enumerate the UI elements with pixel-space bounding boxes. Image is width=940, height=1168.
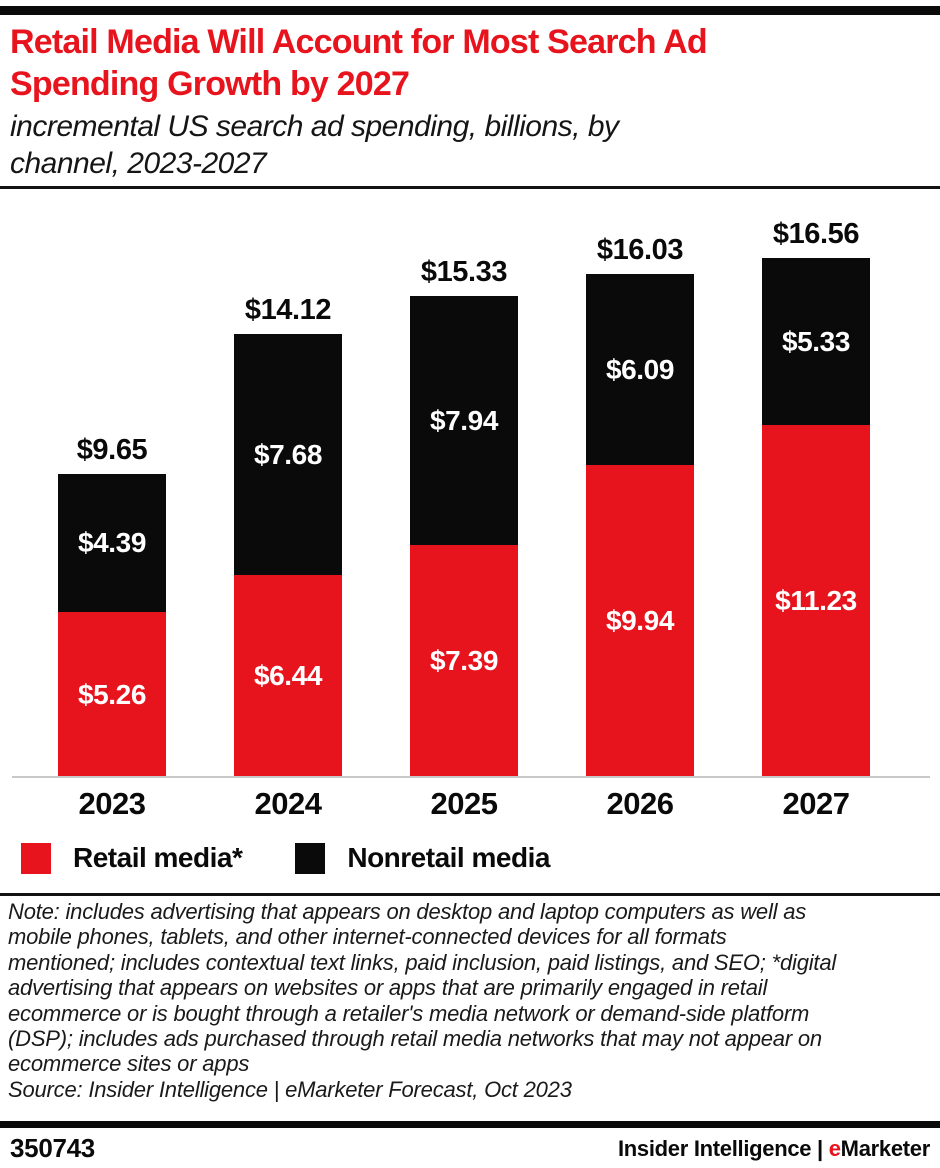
chart-subtitle-line2: channel, 2023-2027 — [10, 147, 267, 180]
legend-item-nonretail: Nonretail media — [295, 842, 550, 874]
bar-segment-nonretail-2023: $4.39 — [58, 474, 166, 612]
segment-value-nonretail-2025: $7.94 — [429, 404, 499, 436]
brand-emarketer-rest: Marketer — [840, 1136, 931, 1161]
legend-swatch-nonretail-media — [295, 842, 326, 874]
note-line: mobile phones, tablets, and other intern… — [8, 924, 727, 950]
year-label-2024: 2024 — [254, 786, 322, 821]
bar-segment-retail-2024: $6.44 — [234, 575, 342, 777]
bar-segment-retail-2023: $5.26 — [58, 612, 166, 777]
header-divider — [0, 186, 940, 189]
segment-value-retail-2025: $7.39 — [429, 645, 499, 676]
total-label-2023: $9.65 — [76, 434, 148, 466]
segment-value-nonretail-2027: $5.33 — [781, 325, 851, 357]
note-line: (DSP); includes ads purchased through re… — [8, 1026, 822, 1052]
legend-swatch-retail-media — [21, 842, 51, 874]
legend-label-retail-media: Retail media* — [73, 842, 243, 873]
bar-segment-nonretail-2025: $7.94 — [410, 296, 518, 545]
segment-value-retail-2027: $11.23 — [775, 585, 857, 616]
chart-id: 350743 — [10, 1133, 95, 1163]
note-block: Note: includes advertising that appears … — [8, 899, 933, 1102]
year-label-2027: 2027 — [782, 786, 850, 821]
year-label-2025: 2025 — [430, 786, 498, 821]
source-line: Source: Insider Intelligence | eMarketer… — [8, 1076, 572, 1102]
chart-subtitle-line1: incremental US search ad spending, billi… — [10, 110, 619, 143]
brand-lockup: Insider Intelligence | eMarketer — [618, 1136, 930, 1162]
note-line: Note: includes advertising that appears … — [8, 899, 807, 924]
segment-value-nonretail-2023: $4.39 — [77, 527, 147, 558]
bar-segment-retail-2027: $11.23 — [762, 425, 870, 777]
bar-segment-nonretail-2026: $6.09 — [586, 274, 694, 465]
total-label-2026: $16.03 — [596, 234, 684, 266]
top-accent-bar — [0, 6, 940, 15]
brand-insider-intelligence: Insider Intelligence | — [617, 1136, 829, 1161]
total-label-2024: $14.12 — [244, 294, 332, 326]
segment-value-retail-2026: $9.94 — [605, 605, 675, 636]
x-axis-line — [12, 776, 930, 778]
segment-value-nonretail-2026: $6.09 — [605, 353, 675, 385]
chart-subtitle: incremental US search ad spending, billi… — [10, 108, 619, 182]
bar-segment-retail-2026: $9.94 — [586, 465, 694, 777]
year-label-2026: 2026 — [606, 786, 674, 821]
chart-legend: Retail media* Nonretail media — [21, 841, 921, 875]
note-line: ecommerce sites or apps — [8, 1051, 250, 1077]
year-label-2023: 2023 — [78, 786, 146, 821]
legend-label-nonretail-media: Nonretail media — [347, 842, 550, 873]
bar-segment-nonretail-2024: $7.68 — [234, 334, 342, 575]
brand-emarketer-e: e — [828, 1136, 841, 1161]
note-line: ecommerce or is bought through a retaile… — [8, 1000, 810, 1026]
bar-segment-nonretail-2027: $5.33 — [762, 258, 870, 425]
note-line: mentioned; includes contextual text link… — [8, 949, 837, 975]
bar-segment-retail-2025: $7.39 — [410, 545, 518, 777]
chart-title-line2: Spending Growth by 2027 — [10, 65, 410, 103]
chart-title: Retail Media Will Account for Most Searc… — [10, 21, 708, 105]
footer-accent-bar — [0, 1121, 940, 1128]
note-line: advertising that appears on websites or … — [8, 975, 768, 1001]
segment-value-retail-2024: $6.44 — [253, 660, 323, 691]
segment-value-retail-2023: $5.26 — [77, 678, 147, 710]
total-label-2025: $15.33 — [420, 256, 508, 288]
segment-value-nonretail-2024: $7.68 — [253, 438, 323, 470]
total-label-2027: $16.56 — [772, 218, 860, 250]
chart-title-line1: Retail Media Will Account for Most Searc… — [10, 23, 708, 61]
note-divider — [0, 893, 940, 896]
